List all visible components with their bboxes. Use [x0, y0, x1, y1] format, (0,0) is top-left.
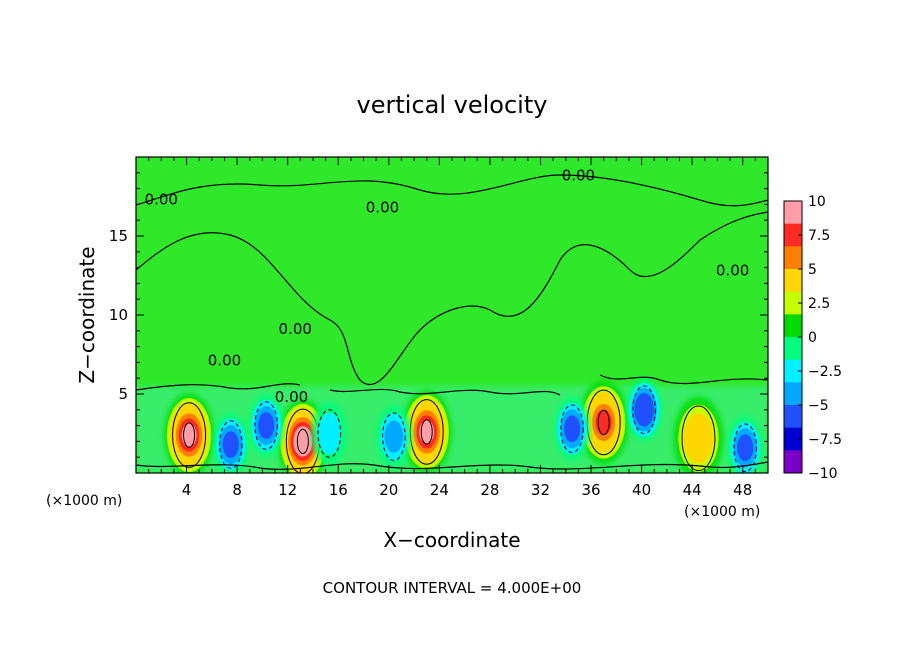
chart-title: vertical velocity [357, 91, 548, 119]
contour-label: 0.00 [716, 262, 749, 280]
downdraft-core [248, 393, 285, 458]
x-tick-label: 48 [733, 481, 752, 499]
updraft-core [401, 389, 452, 473]
x-tick-label: 12 [278, 481, 297, 499]
contour-interval-note: CONTOUR INTERVAL = 4.000E+00 [323, 579, 582, 597]
colorbar-tick-label: 7.5 [808, 228, 830, 244]
zero-contour-line [599, 374, 768, 385]
colorbar-swatch [784, 223, 802, 247]
plot-area: 0.00 0.00 0.00 0.00 0.00 0.00 0.00 [135, 156, 769, 474]
updraft-core [673, 396, 724, 473]
contour-label: 0.00 [145, 190, 178, 208]
contour-label: 0.00 [279, 320, 312, 338]
colorbar-swatch [784, 201, 802, 225]
downdraft-core [626, 377, 663, 442]
downdraft-core [554, 396, 591, 461]
zero-contour-line [136, 232, 491, 386]
colorbar-swatch [784, 450, 802, 474]
y-tick-label: 15 [109, 227, 128, 245]
colorbar-tick-label: −7.5 [808, 432, 842, 448]
x-tick-label: 44 [683, 481, 702, 499]
y-tick-label: 5 [118, 385, 128, 403]
colorbar-tick-label: 10 [808, 194, 826, 210]
colorbar-tick-label: 5 [808, 262, 817, 278]
x-axis-label: X−coordinate [383, 528, 520, 552]
zero-contour-line [136, 461, 768, 470]
contour-label: 0.00 [275, 388, 308, 406]
zero-contour-line [489, 211, 768, 317]
x-tick-label: 36 [581, 481, 600, 499]
y-axis-label: Z−coordinate [75, 246, 99, 383]
colorbar-tick-label: −5 [808, 398, 829, 414]
zero-contour-line [329, 388, 561, 396]
y-tick-label: 10 [109, 306, 128, 324]
colorbar-swatch [784, 337, 802, 361]
x-unit-right: (×1000 m) [684, 504, 760, 520]
downdraft-core [727, 415, 764, 473]
x-unit-left: (×1000 m) [46, 493, 122, 509]
x-tick-label: 16 [329, 481, 348, 499]
colorbar-tick-label: 0 [808, 330, 817, 346]
colorbar-tick-label: −2.5 [808, 364, 842, 380]
x-tick-label: 40 [632, 481, 651, 499]
x-axis: 4 8 12 16 20 24 28 32 36 40 44 48 [148, 157, 756, 499]
colorbar: 10 7.5 5 2.5 0 −2.5 −5 −7.5 −10 [783, 194, 842, 482]
contour-label: 0.00 [208, 352, 241, 370]
downdraft-core [212, 412, 249, 473]
x-tick-label: 4 [182, 481, 192, 499]
x-tick-label: 8 [232, 481, 242, 499]
updraft-core [578, 380, 629, 465]
colorbar-tick-label: 2.5 [808, 296, 830, 312]
colorbar-swatch [784, 246, 802, 270]
y-axis: 5 10 15 [109, 172, 768, 458]
updraft-core [164, 393, 215, 473]
colorbar-tick-label: −10 [808, 466, 838, 482]
zero-contour-line [136, 174, 768, 207]
x-tick-label: 28 [480, 481, 499, 499]
colorbar-swatch [784, 314, 802, 338]
contour-label: 0.00 [366, 198, 399, 216]
colorbar-swatch [784, 359, 802, 383]
downdraft-core [311, 401, 348, 466]
colorbar-swatch [784, 405, 802, 429]
colorbar-swatch [784, 382, 802, 406]
x-tick-label: 20 [379, 481, 398, 499]
colorbar-swatch [784, 427, 802, 451]
colorbar-swatch [784, 291, 802, 315]
colorbar-swatch [784, 269, 802, 293]
downdraft-core [375, 404, 412, 469]
zero-contour-line [136, 383, 301, 391]
contour-label: 0.00 [562, 167, 595, 185]
x-tick-label: 32 [531, 481, 550, 499]
x-tick-label: 24 [430, 481, 449, 499]
